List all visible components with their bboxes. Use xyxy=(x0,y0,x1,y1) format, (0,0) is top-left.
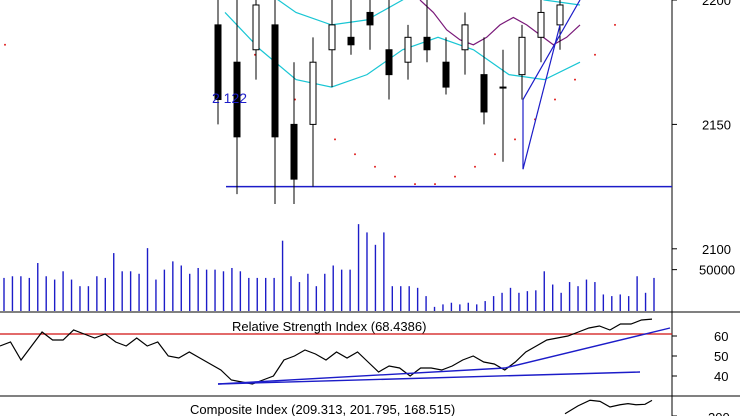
candle-body xyxy=(309,61,317,125)
sar-dot xyxy=(4,43,6,46)
candle-body xyxy=(404,36,412,63)
composite-title: Composite Index (209.313, 201.795, 168.5… xyxy=(190,402,455,416)
price-annotation-label: 2 122 xyxy=(212,90,247,106)
candle-body xyxy=(480,74,488,113)
sar-dot xyxy=(514,138,516,141)
sar-dot xyxy=(594,53,596,56)
rsi-y-tick-label: 60 xyxy=(714,329,728,344)
sar-dot xyxy=(454,175,456,178)
price-y-tick-label: 2150 xyxy=(702,117,731,132)
sar-dot xyxy=(354,153,356,156)
candle-body xyxy=(518,36,526,76)
price-y-tick-label: 2200 xyxy=(702,0,731,8)
price-layer: 2100 2150 2200 xyxy=(4,0,731,257)
triangle-line-top xyxy=(522,0,581,100)
rsi-title: Relative Strength Index (68.4386) xyxy=(232,319,426,334)
candle-body xyxy=(214,24,222,101)
candle-body xyxy=(461,24,469,51)
candle-body xyxy=(537,11,545,38)
sar-dot xyxy=(614,23,616,26)
candle-body xyxy=(366,11,374,26)
price-panel xyxy=(0,0,672,311)
sar-dot xyxy=(434,183,436,186)
price-y-tick-label: 2100 xyxy=(702,242,731,257)
rsi-trend-line xyxy=(217,367,506,385)
bollinger-upper xyxy=(277,0,581,26)
volume-layer: 50000 xyxy=(3,224,735,311)
candle-body xyxy=(347,36,355,46)
candle-body xyxy=(499,86,507,89)
bollinger-lower xyxy=(224,12,581,88)
candle-body xyxy=(233,61,241,138)
sar-dot xyxy=(574,78,576,81)
candle-body xyxy=(252,4,260,51)
rsi-layer: 40 50 60 xyxy=(0,318,728,385)
sar-dot xyxy=(494,153,496,156)
moving-average xyxy=(419,0,581,46)
rsi-line xyxy=(0,318,653,385)
sar-dot xyxy=(474,165,476,168)
sar-dot xyxy=(374,165,376,168)
rsi-y-tick-label: 40 xyxy=(714,369,728,384)
rsi-y-tick-label: 50 xyxy=(714,349,728,364)
candle-body xyxy=(423,36,431,51)
sar-dot xyxy=(334,138,336,141)
candle-body xyxy=(328,24,336,51)
sar-dot xyxy=(554,98,556,101)
volume-y-tick-label: 50000 xyxy=(699,263,735,278)
candle-body xyxy=(271,24,279,138)
composite-layer: 200 xyxy=(564,399,730,416)
triangle-line-up xyxy=(522,24,561,170)
candle-body xyxy=(442,61,450,88)
composite-y-tick-label: 200 xyxy=(708,410,730,416)
candle-body xyxy=(385,49,393,76)
sar-dot xyxy=(394,175,396,178)
sar-dot xyxy=(414,183,416,186)
rsi-trend-line xyxy=(217,371,641,385)
candle-body xyxy=(290,123,298,180)
candle-body xyxy=(556,4,564,26)
rsi-trend-line xyxy=(504,327,671,369)
composite-line xyxy=(564,399,653,415)
